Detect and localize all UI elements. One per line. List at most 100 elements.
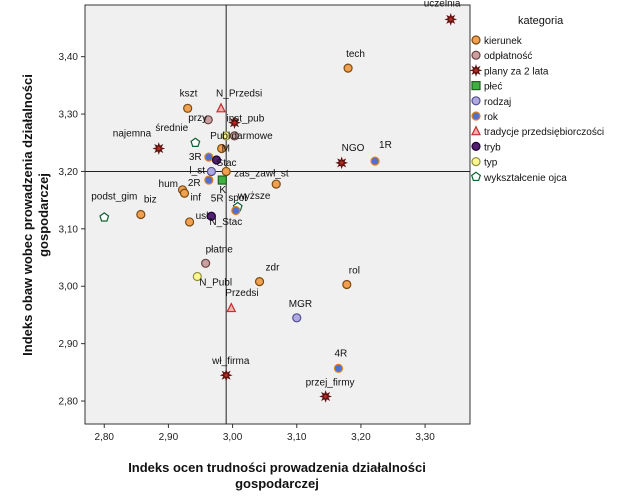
reference-lines xyxy=(85,5,470,424)
legend-title: kategoria xyxy=(518,15,564,27)
point-label: płatne xyxy=(206,244,234,255)
data-point xyxy=(219,368,233,382)
y-tick-label: 2,80 xyxy=(59,397,79,408)
data-point xyxy=(292,313,302,323)
y-axis-title-line-2: gospodarczej xyxy=(36,173,51,257)
data-point xyxy=(152,142,166,155)
data-point xyxy=(211,155,222,165)
data-point xyxy=(216,102,227,113)
point-label: N_Stac xyxy=(209,217,242,228)
legend-label: tryb xyxy=(484,142,501,153)
axis-ticks: 2,80 2,90 3,00 3,10 3,20 3,30 2,80 2,90 3,00 3,10… xyxy=(59,52,436,443)
point-label: wyższe xyxy=(237,191,271,202)
legend-marker xyxy=(471,96,481,106)
y-tick-label: 3,40 xyxy=(59,52,79,63)
point-label: hum xyxy=(159,179,178,190)
legend-marker xyxy=(471,141,481,151)
point-label: przej_firmy xyxy=(306,377,355,388)
point-label: K xyxy=(219,185,226,196)
legend-marker xyxy=(471,50,481,60)
legend-marker xyxy=(471,125,481,136)
data-point xyxy=(190,137,201,147)
data-point xyxy=(192,271,202,282)
point-label: zdr xyxy=(266,263,281,274)
point-label: N_Przedsi xyxy=(216,88,262,99)
legend-label: płeć xyxy=(484,82,502,93)
data-point xyxy=(231,205,241,216)
legend-marker xyxy=(471,157,481,167)
data-point xyxy=(229,131,240,141)
data-point xyxy=(319,390,332,403)
data-point xyxy=(333,363,344,373)
legend-label: wykształcenie ojca xyxy=(483,173,567,184)
point-label: podst_gim xyxy=(91,191,137,202)
point-label: Stac xyxy=(217,158,237,169)
x-axis-title-line-2: gospodarczej xyxy=(235,476,319,491)
y-tick-label: 2,90 xyxy=(59,339,79,350)
data-point xyxy=(204,152,214,162)
point-label: 4R xyxy=(334,348,347,359)
x-tick-label: 3,30 xyxy=(415,432,435,443)
point-label: biz xyxy=(144,195,157,206)
x-tick-label: 3,00 xyxy=(223,432,243,443)
point-label: N_Publ xyxy=(199,277,232,288)
legend-label: tradycje przedsiębiorczości xyxy=(484,127,604,138)
y-tick-label: 3,30 xyxy=(59,110,79,121)
data-point xyxy=(217,175,227,185)
data-point xyxy=(201,258,211,268)
legend-label: odpłatność xyxy=(484,51,532,62)
data-point xyxy=(217,143,227,154)
legend-marker xyxy=(471,111,481,121)
legend-label: plany za 2 lata xyxy=(484,66,549,77)
point-label: 1R xyxy=(379,140,392,151)
point-label: 3R xyxy=(189,152,202,163)
data-point xyxy=(271,179,281,189)
point-label: 5R xyxy=(211,193,224,204)
x-tick-label: 2,80 xyxy=(95,432,115,443)
point-label: społ xyxy=(228,193,247,204)
data-point xyxy=(136,209,146,220)
y-tick-label: 3,10 xyxy=(59,224,79,235)
legend-label: rodzaj xyxy=(484,97,511,108)
data-point xyxy=(228,116,241,130)
data-points xyxy=(99,12,458,403)
legend-marker xyxy=(469,64,483,77)
point-label: MGR xyxy=(289,299,312,310)
y-tick-label: 3,00 xyxy=(59,282,79,293)
point-label: tech xyxy=(346,49,365,60)
point-label: najemna xyxy=(113,128,152,139)
data-point xyxy=(254,277,265,287)
plot-background xyxy=(84,4,471,425)
data-point xyxy=(204,175,214,185)
data-point xyxy=(335,156,349,170)
point-label: darmowe xyxy=(232,131,274,142)
data-point xyxy=(206,211,217,221)
point-label: Przedsi xyxy=(225,288,258,299)
x-axis-title-line-1: Indeks ocen trudności prowadzenia działa… xyxy=(128,460,426,475)
data-point xyxy=(343,63,353,73)
data-point xyxy=(342,279,352,290)
point-label: wł_firma xyxy=(211,356,250,367)
point-label: Publ xyxy=(210,131,230,142)
legend: kategoria kierunek odpłatność plany za 2 l… xyxy=(469,15,604,184)
point-label: M xyxy=(222,143,230,154)
data-point xyxy=(370,156,380,166)
y-axis-title-line-1: Indeks obaw wobec prowadzenia działalnoś… xyxy=(20,74,35,356)
data-point xyxy=(183,103,193,113)
legend-marker xyxy=(471,171,481,182)
point-label: uczelnia xyxy=(424,0,461,9)
point-label: l_st xyxy=(189,165,205,176)
point-label: inst_pub xyxy=(227,114,265,125)
data-point xyxy=(179,188,190,198)
point-label: NGO xyxy=(342,143,365,154)
y-tick-label: 3,20 xyxy=(59,167,79,178)
data-point xyxy=(444,12,458,26)
data-point xyxy=(226,302,237,313)
point-label: przy xyxy=(188,113,207,124)
point-label: zas_zawł_st xyxy=(234,168,289,179)
legend-label: rok xyxy=(484,112,499,123)
legend-marker xyxy=(471,35,481,45)
data-point xyxy=(203,115,213,125)
x-tick-label: 3,20 xyxy=(351,432,371,443)
legend-label: typ xyxy=(484,158,498,169)
